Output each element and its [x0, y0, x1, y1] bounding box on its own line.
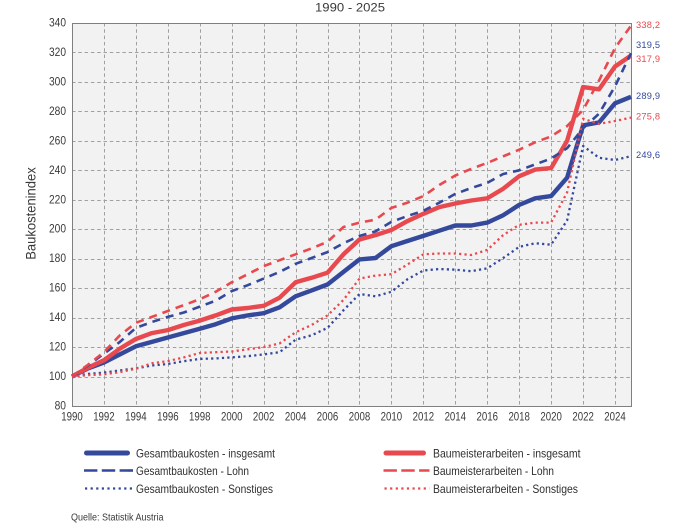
- svg-text:1998: 1998: [189, 412, 211, 424]
- svg-text:2004: 2004: [285, 412, 307, 424]
- svg-text:300: 300: [49, 76, 66, 88]
- svg-text:320: 320: [49, 47, 66, 59]
- svg-text:Baukostenindex: Baukostenindex: [24, 167, 39, 260]
- svg-text:2000: 2000: [221, 412, 243, 424]
- svg-text:280: 280: [49, 106, 66, 118]
- svg-text:2002: 2002: [253, 412, 275, 424]
- svg-text:249,6: 249,6: [636, 150, 660, 160]
- svg-text:100: 100: [49, 371, 66, 383]
- svg-text:240: 240: [49, 165, 66, 177]
- svg-text:1996: 1996: [157, 412, 179, 424]
- svg-text:Baumeisterarbeiten - insgesamt: Baumeisterarbeiten - insgesamt: [433, 447, 581, 461]
- svg-text:2012: 2012: [413, 412, 435, 424]
- svg-text:160: 160: [49, 283, 66, 295]
- svg-text:120: 120: [49, 342, 66, 354]
- svg-text:Baumeisterarbeiten - Sonstiges: Baumeisterarbeiten - Sonstiges: [433, 482, 578, 496]
- svg-text:Gesamtbaukosten - Lohn: Gesamtbaukosten - Lohn: [136, 464, 249, 478]
- svg-text:2014: 2014: [445, 412, 467, 424]
- svg-text:289,9: 289,9: [636, 91, 660, 101]
- svg-text:2016: 2016: [477, 412, 499, 424]
- svg-text:Quelle: Statistik Austria: Quelle: Statistik Austria: [71, 513, 164, 524]
- svg-text:1990: 1990: [61, 412, 83, 424]
- svg-text:200: 200: [49, 224, 66, 236]
- svg-text:Gesamtbaukosten - Sonstiges: Gesamtbaukosten - Sonstiges: [136, 482, 273, 496]
- svg-text:140: 140: [49, 312, 66, 324]
- svg-text:338,2: 338,2: [636, 20, 660, 30]
- svg-text:317,9: 317,9: [636, 54, 660, 64]
- svg-text:340: 340: [49, 18, 66, 30]
- svg-text:180: 180: [49, 253, 66, 265]
- svg-text:275,8: 275,8: [636, 112, 660, 122]
- svg-text:2010: 2010: [381, 412, 403, 424]
- svg-text:80: 80: [55, 401, 66, 413]
- svg-text:1992: 1992: [93, 412, 115, 424]
- svg-text:2020: 2020: [540, 412, 562, 424]
- svg-text:260: 260: [49, 135, 66, 147]
- svg-text:Gesamtbaukosten - insgesamt: Gesamtbaukosten - insgesamt: [136, 447, 276, 461]
- svg-text:2008: 2008: [349, 412, 371, 424]
- svg-text:319,5: 319,5: [636, 40, 660, 50]
- svg-text:220: 220: [49, 194, 66, 206]
- svg-text:2024: 2024: [604, 412, 626, 424]
- svg-text:2018: 2018: [508, 412, 530, 424]
- svg-text:1990 - 2025: 1990 - 2025: [315, 1, 385, 15]
- svg-text:Baumeisterarbeiten - Lohn: Baumeisterarbeiten - Lohn: [433, 464, 554, 478]
- svg-text:1994: 1994: [125, 412, 147, 424]
- svg-text:2022: 2022: [572, 412, 594, 424]
- svg-text:2006: 2006: [317, 412, 339, 424]
